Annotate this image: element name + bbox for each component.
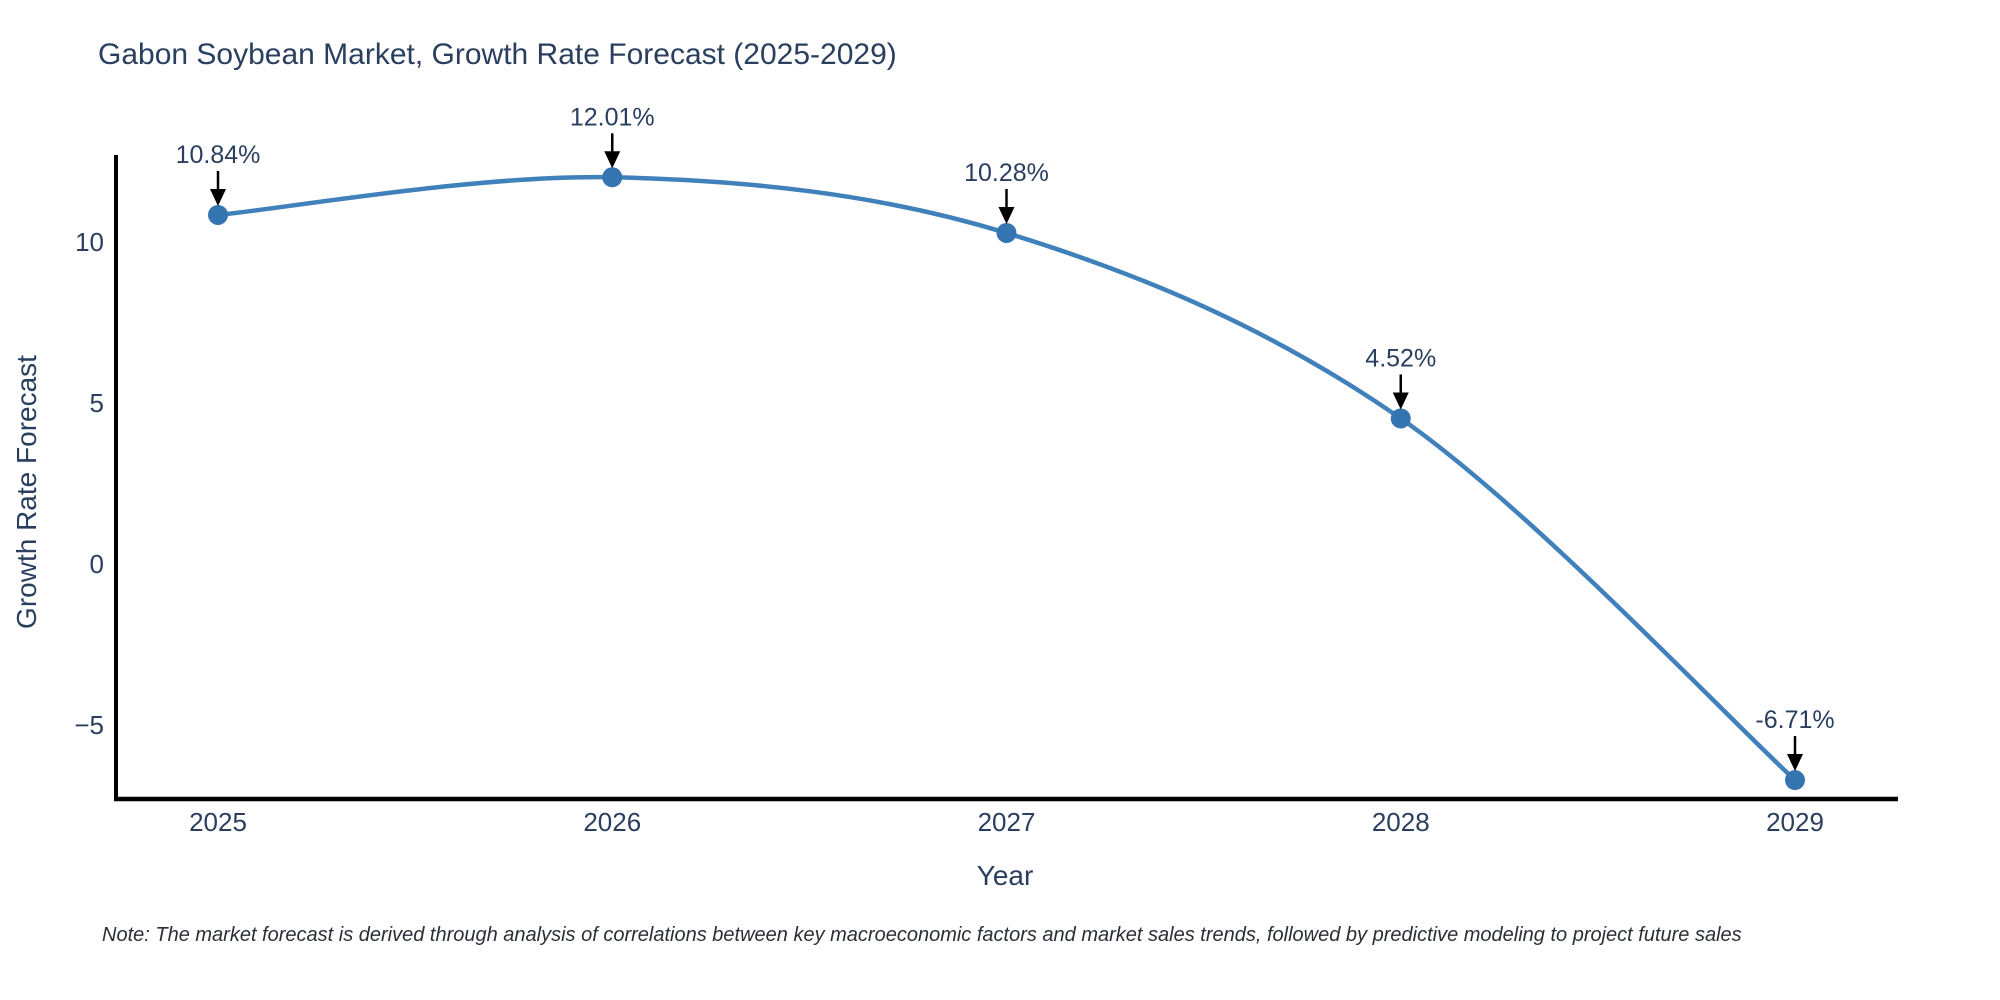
x-tick-label: 2026 <box>583 807 641 837</box>
y-tick-label: 0 <box>90 549 104 579</box>
annotation-arrow-head <box>210 188 226 206</box>
data-point-2028 <box>1390 408 1411 429</box>
x-tick-label: 2025 <box>189 807 247 837</box>
data-point-2025 <box>208 204 228 225</box>
chart-title: Gabon Soybean Market, Growth Rate Foreca… <box>98 38 897 71</box>
annotation-label: 10.84% <box>176 141 261 169</box>
x-tick-label: 2028 <box>1372 807 1430 837</box>
y-tick-label: 5 <box>90 388 104 418</box>
annotation-arrow-head <box>1392 392 1409 410</box>
x-tick-label: 2029 <box>1766 807 1824 837</box>
annotation-label: 4.52% <box>1365 344 1436 372</box>
y-tick-label: −5 <box>74 710 104 740</box>
annotation-label: 10.28% <box>964 159 1049 187</box>
annotation-arrow-head <box>604 151 621 169</box>
forecast-line <box>215 174 1798 783</box>
x-tick-label: 2027 <box>978 807 1036 837</box>
x-axis-title: Year <box>976 860 1034 891</box>
data-point-2027 <box>996 222 1017 243</box>
y-tick-label: 10 <box>75 227 104 257</box>
data-point-2026 <box>602 167 623 188</box>
data-point-2029 <box>1785 770 1805 791</box>
footnote: Note: The market forecast is derived thr… <box>102 924 1742 946</box>
annotation-label: 12.01% <box>570 103 655 131</box>
annotation-arrow-head <box>998 206 1015 224</box>
annotation-label: -6.71% <box>1755 706 1834 734</box>
annotation-arrow-head <box>1787 754 1803 772</box>
